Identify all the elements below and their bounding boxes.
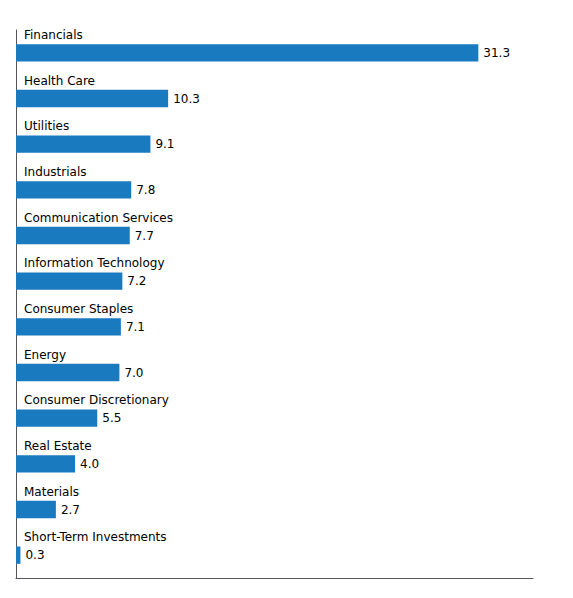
svg-text:Short-Term Investments: Short-Term Investments — [24, 530, 167, 544]
svg-text:7.7: 7.7 — [135, 229, 154, 243]
svg-text:7.2: 7.2 — [127, 274, 146, 288]
svg-text:Consumer Discretionary: Consumer Discretionary — [24, 393, 169, 407]
svg-text:Materials: Materials — [24, 485, 79, 499]
svg-text:Real Estate: Real Estate — [24, 439, 92, 453]
svg-text:Utilities: Utilities — [24, 119, 69, 133]
svg-text:7.1: 7.1 — [126, 320, 145, 334]
svg-text:9.1: 9.1 — [155, 137, 174, 151]
svg-text:Communication Services: Communication Services — [24, 211, 173, 225]
svg-text:31.3: 31.3 — [483, 46, 510, 60]
svg-text:Financials: Financials — [24, 28, 83, 42]
svg-text:7.0: 7.0 — [124, 366, 143, 380]
svg-text:4.0: 4.0 — [80, 457, 99, 471]
svg-text:7.8: 7.8 — [136, 183, 155, 197]
svg-text:Health Care: Health Care — [24, 74, 95, 88]
svg-text:10.3: 10.3 — [173, 92, 200, 106]
svg-text:Industrials: Industrials — [24, 165, 87, 179]
svg-text:Information Technology: Information Technology — [24, 256, 165, 270]
svg-text:0.3: 0.3 — [25, 548, 44, 562]
svg-text:2.7: 2.7 — [61, 503, 80, 517]
svg-text:Consumer Staples: Consumer Staples — [24, 302, 133, 316]
svg-text:5.5: 5.5 — [102, 411, 121, 425]
svg-text:Energy: Energy — [24, 348, 66, 362]
